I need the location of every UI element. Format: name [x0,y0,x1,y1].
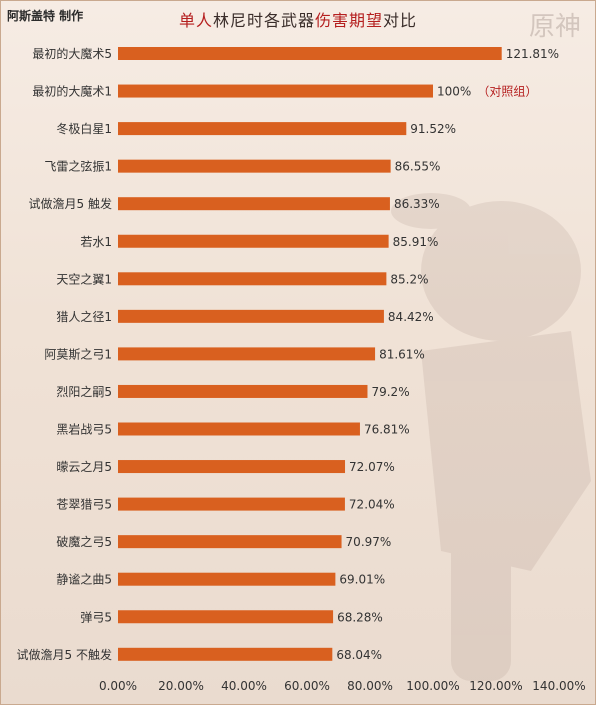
category-label: 冬极白星1 [56,121,112,136]
bar [118,47,502,60]
bar [118,122,407,136]
value-label: 86.55% [395,160,441,174]
category-label: 曚云之月5 [56,460,112,474]
author-credit: 阿斯盖特 制作 [7,9,84,23]
game-logo-watermark: 原神 [529,12,581,42]
bar [118,272,387,286]
value-label: 85.2% [390,272,428,286]
bar [118,422,360,436]
category-label: 黑岩战弓5 [56,422,112,437]
chart-title: 单人林尼时各武器伤害期望对比 [0,7,596,31]
logo-text: 原神 [529,12,581,42]
category-label: 猎人之径1 [56,310,112,324]
category-label: 试做澹月5 触发 [29,196,112,211]
value-label: 68.04% [336,648,382,662]
bar [118,497,345,511]
bar [118,309,384,323]
value-label: 70.97% [346,535,392,549]
x-tick-label: 60.00% [284,679,330,693]
x-tick-label: 100.00% [406,679,459,693]
x-tick-label: 40.00% [221,679,267,693]
x-tick-label: 0.00% [99,679,137,693]
value-label: 79.2% [371,385,409,399]
bar [118,572,336,586]
category-label: 天空之翼1 [56,272,112,286]
category-label: 静谧之曲5 [56,573,112,587]
value-label: 69.01% [339,573,385,587]
title-highlight: 伤害期望 [315,11,384,30]
title-prefix: 单人 [178,11,213,30]
value-label: 91.52% [410,122,456,136]
x-tick-label: 120.00% [469,679,522,693]
category-label: 最初的大魔术5 [32,46,112,61]
value-label: 68.28% [337,610,383,624]
character-art-watermark [391,193,591,681]
bar [118,347,376,361]
title-suffix: 对比 [383,11,418,30]
bar [118,610,334,624]
bar [118,460,346,474]
category-label: 弹弓5 [80,610,112,624]
bar [118,197,390,211]
category-label: 最初的大魔术1 [32,84,112,99]
category-label: 阿莫斯之弓1 [44,347,112,361]
category-label: 烈阳之嗣5 [56,385,112,399]
category-label: 飞雷之弦振1 [44,159,112,174]
category-label: 破魔之弓5 [56,534,112,549]
category-label: 苍翠猎弓5 [56,498,112,512]
bar [118,384,368,398]
value-label: 85.91% [393,235,439,249]
value-label: 72.04% [349,498,395,512]
value-label: 72.07% [349,460,395,474]
value-label: 121.81% [506,47,559,61]
value-label: 100% [437,85,471,99]
bar [118,159,391,173]
x-tick-label: 140.00% [532,679,585,693]
x-tick-label: 20.00% [158,679,204,693]
title-mid: 林尼时各武器 [212,11,315,30]
bar [118,234,389,248]
bar [118,535,342,549]
control-group-note: （对照组） [477,85,537,99]
x-tick-label: 80.00% [347,679,393,693]
value-label: 84.42% [388,310,434,324]
bar [118,84,433,98]
value-label: 76.81% [364,423,410,437]
value-label: 81.61% [379,347,425,361]
category-label: 若水1 [80,235,112,249]
value-label: 86.33% [394,197,440,211]
category-label: 试做澹月5 不触发 [17,647,112,662]
bar [118,647,333,661]
